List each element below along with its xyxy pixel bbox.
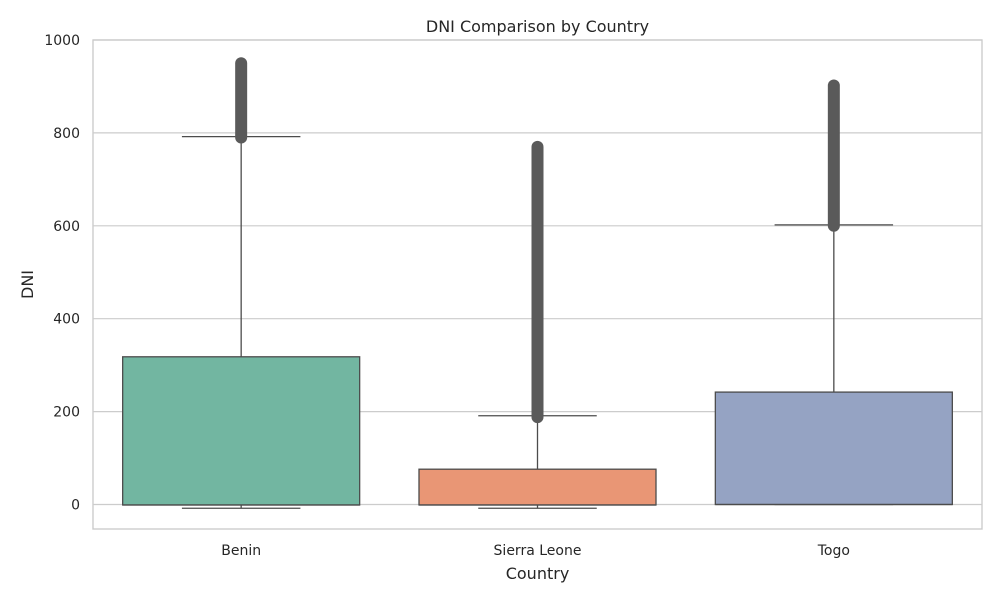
y-tick-label: 1000 bbox=[44, 33, 80, 49]
x-tick-label: Benin bbox=[221, 543, 261, 559]
plot-frame bbox=[92, 39, 983, 530]
box-layer bbox=[122, 57, 953, 509]
box-group bbox=[122, 57, 361, 509]
tick-layer: 0 200 400 600 800 1000 Benin Sierra Leone Togo bbox=[44, 33, 850, 559]
iqr-box bbox=[122, 356, 361, 506]
x-axis-label: Country bbox=[506, 564, 570, 583]
y-tick-label: 400 bbox=[53, 312, 80, 328]
y-tick-label: 200 bbox=[53, 405, 80, 421]
x-tick-label: Togo bbox=[817, 543, 850, 559]
chart-title: DNI Comparison by Country bbox=[426, 17, 649, 36]
box-group bbox=[418, 140, 657, 509]
y-tick-label: 0 bbox=[71, 498, 80, 514]
y-axis-label: DNI bbox=[18, 270, 37, 299]
box-group bbox=[714, 79, 953, 506]
x-tick-label: Sierra Leone bbox=[494, 543, 582, 559]
iqr-box bbox=[714, 391, 953, 506]
iqr-box bbox=[418, 468, 657, 506]
y-tick-label: 600 bbox=[53, 219, 80, 235]
y-tick-label: 800 bbox=[53, 126, 80, 142]
